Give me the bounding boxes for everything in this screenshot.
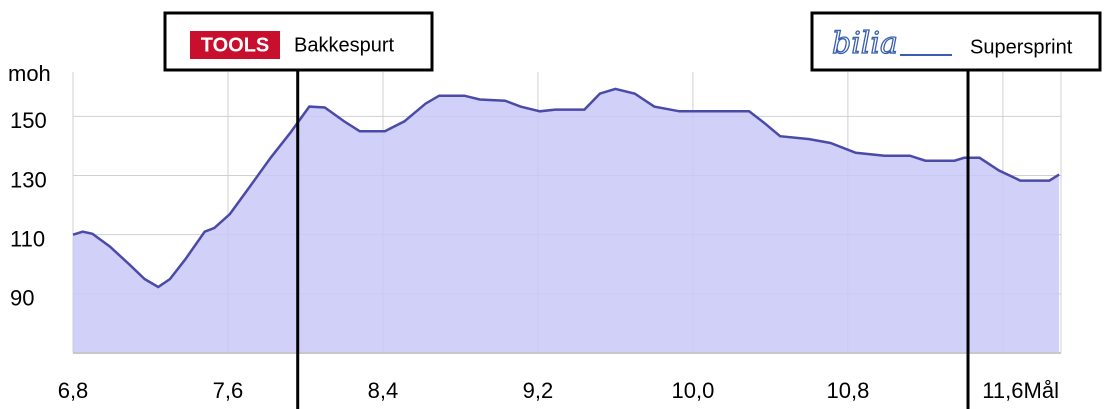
- x-tick-label: 10,8: [826, 378, 869, 403]
- marker-box: [163, 11, 434, 72]
- logo-badge: [190, 31, 280, 59]
- area: [73, 88, 1060, 354]
- marker-box: [810, 11, 1102, 72]
- x-tick-label: 10,0: [672, 378, 715, 403]
- y-tick-label: 150: [10, 108, 47, 133]
- y-axis-label: moh: [8, 61, 51, 86]
- logo: TOOLS: [201, 34, 270, 56]
- logo: bilia: [832, 26, 898, 61]
- x-tick-label: 7,6: [213, 378, 244, 403]
- line: [72, 87, 1060, 289]
- x-tick-label: 6,8: [58, 378, 89, 403]
- marker-label: Bakkespurt: [294, 34, 394, 56]
- x-tick-label: Mål: [1024, 378, 1059, 403]
- x-tick-label: 8,4: [368, 378, 399, 403]
- y-tick-label: 110: [10, 226, 45, 251]
- marker-label: Supersprint: [970, 36, 1073, 58]
- x-tick-label: 11,6: [982, 378, 1023, 403]
- x-tick-label: 9,2: [523, 378, 554, 403]
- y-tick-label: 90: [10, 286, 34, 311]
- y-tick-label: 130: [10, 167, 47, 192]
